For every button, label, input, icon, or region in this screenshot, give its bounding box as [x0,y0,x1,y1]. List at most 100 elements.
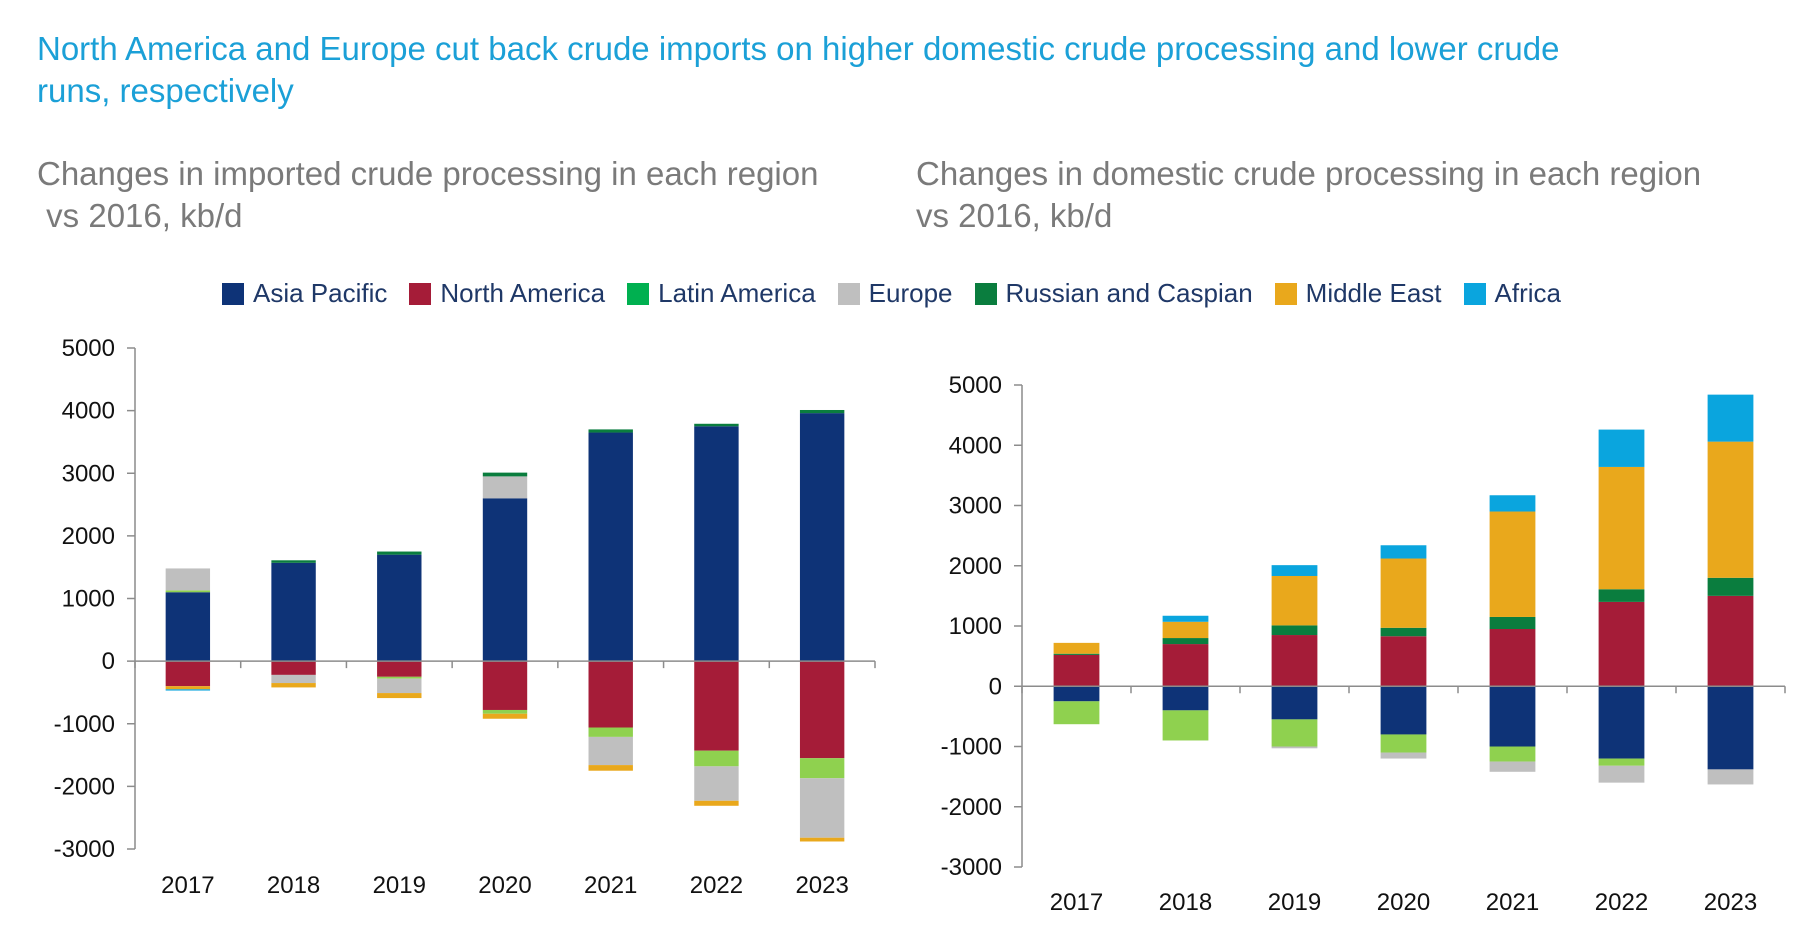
x-tick-label: 2023 [1704,889,1757,916]
bar-segment-latin-america-2019 [1271,719,1318,747]
legend-swatch [222,282,244,305]
bar-segment-middle-east-2020 [482,713,528,719]
bar-segment-europe-2018 [271,674,316,684]
bar-segment-north-america-2021 [588,661,633,728]
bar-segment-asia-pacific-2022 [694,426,739,662]
domestic-crude-chart: 5000 4000 3000 2000 1000 0 -1000 -2000 -3000 2017… [941,372,1786,916]
legend-item-africa: Africa [1463,278,1561,309]
y-tick-label: 4000 [62,398,115,425]
bar-segment-europe-2019 [377,678,422,694]
y-tick-label: 5000 [62,335,115,362]
bar-segment-asia-pacific-2018 [271,562,316,662]
legend-swatch [974,282,997,305]
x-tick-label: 2019 [1268,889,1321,916]
y-tick-label: 3000 [949,493,1002,520]
x-tick-label: 2021 [1486,889,1539,916]
bar-segment-africa-2022 [1598,429,1645,467]
x-tick-label: 2018 [267,872,320,899]
x-tick-label: 2020 [1377,889,1430,916]
y-tick-label: -1000 [54,711,115,738]
legend-item-middle-east: Middle East [1274,278,1442,309]
bar-segment-asia-pacific-2019 [1271,686,1318,720]
bar-segment-middle-east-2017 [165,686,211,690]
bar-segment-russian-and-caspian-2017 [1053,653,1100,655]
bar-segment-russian-and-caspian-2019 [1271,625,1318,636]
y-tick-label: 0 [989,673,1002,700]
bar-segment-middle-east-2022 [694,800,739,806]
bar-segment-north-america-2022 [1598,601,1645,687]
bar-segment-russian-and-caspian-2022 [694,423,739,427]
legend-swatch [837,282,860,305]
bar-segment-latin-america-2019 [377,676,422,679]
bar-segment-north-america-2017 [165,661,211,687]
bar-segment-asia-pacific-2022 [1598,686,1645,759]
right-chart-title: Changes in domestic crude processing in … [916,155,1702,234]
bar-segment-asia-pacific-2020 [1380,686,1427,735]
y-tick-label: 2000 [949,553,1002,580]
bar-segment-latin-america-2020 [1380,734,1427,753]
bar-segment-middle-east-2019 [377,693,422,699]
x-tick-label: 2017 [1050,889,1103,916]
bar-segment-europe-2022 [1598,765,1645,783]
bar-segment-latin-america-2022 [1598,758,1645,766]
bar-segment-middle-east-2018 [271,683,316,688]
legend-swatch [1274,282,1297,305]
bar-segment-russian-and-caspian-2023 [1707,577,1754,596]
bar-segment-africa-2018 [1162,615,1209,622]
bar-segment-asia-pacific-2020 [482,498,528,662]
legend-label: Middle East [1305,278,1442,308]
x-tick-label: 2021 [584,872,637,899]
legend-swatch [409,282,432,305]
bar-segment-asia-pacific-2023 [799,413,845,662]
bar-segment-middle-east-2018 [1162,621,1209,639]
bar-segment-latin-america-2021 [1489,746,1536,762]
y-tick-label: 4000 [949,432,1002,459]
page-title: North America and Europe cut back crude … [37,30,1560,109]
legend-label: Asia Pacific [253,278,388,308]
bar-segment-asia-pacific-2021 [1489,686,1536,747]
legend-label: Africa [1494,278,1561,308]
bar-segment-latin-america-2020 [482,709,528,714]
bar-segment-north-america-2021 [1489,629,1536,687]
bar-segment-north-america-2020 [482,661,528,710]
y-tick-label: -2000 [941,794,1002,821]
bar-segment-europe-2020 [482,476,528,499]
y-tick-label: -1000 [941,734,1002,761]
bar-segment-middle-east-2020 [1380,558,1427,628]
y-tick-label: 1000 [62,586,115,613]
bar-segment-africa-2020 [1380,545,1427,559]
bar-segment-middle-east-2022 [1598,466,1645,590]
bar-segment-africa-2023 [1707,394,1754,442]
x-tick-label: 2020 [478,872,531,899]
bar-segment-latin-america-2018 [1162,710,1209,741]
bar-segment-russian-and-caspian-2021 [588,429,633,433]
bar-segment-middle-east-2021 [588,765,633,771]
y-tick-label: 3000 [62,460,115,487]
legend-label: Europe [868,278,953,308]
bar-segment-middle-east-2021 [1489,511,1536,617]
bar-segment-latin-america-2017 [1053,701,1100,725]
x-tick-label: 2018 [1159,889,1212,916]
bar-segment-russian-and-caspian-2020 [482,472,528,477]
bar-segment-africa-2017 [165,689,211,691]
y-tick-label: -3000 [54,836,115,863]
bar-segment-north-america-2023 [799,661,845,759]
bar-segment-europe-2021 [1489,761,1536,772]
legend-item-europe: Europe [837,278,953,309]
legend-item-north-america: North America [409,278,605,309]
imported-crude-chart: 5000 4000 3000 2000 1000 0 -1000 -2000 -3000 2017… [54,335,876,899]
bar-segment-latin-america-2023 [799,758,845,779]
y-tick-label: 0 [102,648,115,675]
x-tick-label: 2022 [690,872,743,899]
bar-segment-europe-2020 [1380,752,1427,759]
bar-segment-russian-and-caspian-2018 [1162,638,1209,645]
bar-segment-north-america-2020 [1380,636,1427,687]
y-tick-label: 5000 [949,372,1002,399]
bar-segment-russian-and-caspian-2023 [799,409,845,414]
bar-segment-africa-2019 [1271,565,1318,576]
legend-label: North America [440,278,606,308]
bar-segment-europe-2019 [1271,746,1318,749]
y-tick-label: 2000 [62,523,115,550]
legend-item-asia-pacific: Asia Pacific [222,278,387,309]
legend-item-russian-caspian: Russian and Caspian [974,278,1253,309]
